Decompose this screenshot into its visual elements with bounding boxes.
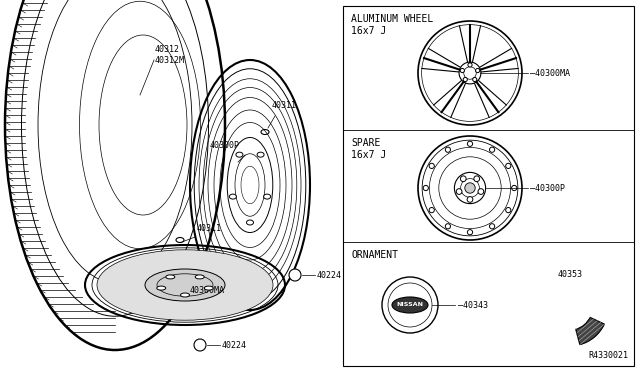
- Ellipse shape: [166, 275, 175, 279]
- Circle shape: [478, 189, 484, 195]
- Ellipse shape: [229, 194, 236, 199]
- Circle shape: [467, 196, 473, 202]
- Circle shape: [460, 68, 465, 73]
- Text: 16x7 J: 16x7 J: [351, 26, 387, 36]
- Circle shape: [429, 208, 435, 213]
- Circle shape: [476, 68, 480, 73]
- Text: —40300MA: —40300MA: [530, 68, 570, 77]
- Circle shape: [445, 224, 451, 229]
- Ellipse shape: [180, 293, 189, 297]
- Text: 40312M: 40312M: [155, 56, 185, 65]
- Bar: [343, 6, 634, 366]
- Circle shape: [506, 163, 511, 169]
- Circle shape: [429, 163, 435, 169]
- Circle shape: [490, 147, 495, 152]
- Circle shape: [194, 339, 206, 351]
- Text: —40300P: —40300P: [530, 183, 565, 192]
- Circle shape: [445, 147, 451, 152]
- Circle shape: [473, 77, 477, 81]
- Text: 40300P: 40300P: [210, 141, 240, 150]
- Ellipse shape: [246, 220, 253, 225]
- Circle shape: [490, 224, 495, 229]
- Text: NISSAN: NISSAN: [397, 302, 424, 308]
- Circle shape: [467, 141, 472, 147]
- Ellipse shape: [236, 152, 243, 157]
- Text: 40300MA: 40300MA: [190, 286, 225, 295]
- Circle shape: [463, 77, 467, 81]
- Circle shape: [511, 185, 517, 190]
- Ellipse shape: [204, 286, 213, 290]
- Ellipse shape: [257, 152, 264, 157]
- Circle shape: [467, 230, 472, 235]
- Ellipse shape: [97, 250, 273, 320]
- Ellipse shape: [264, 194, 271, 199]
- Circle shape: [423, 185, 428, 190]
- Wedge shape: [576, 317, 604, 345]
- Text: 40311: 40311: [197, 224, 222, 233]
- Circle shape: [506, 208, 511, 213]
- Text: 40224: 40224: [317, 270, 342, 279]
- Text: ORNAMENT: ORNAMENT: [351, 250, 398, 260]
- Text: 40224: 40224: [222, 340, 247, 350]
- Circle shape: [460, 176, 466, 182]
- Text: R4330021: R4330021: [588, 351, 628, 360]
- Text: 40353: 40353: [557, 270, 582, 279]
- Circle shape: [468, 63, 472, 67]
- Ellipse shape: [392, 297, 428, 313]
- Text: 16x7 J: 16x7 J: [351, 150, 387, 160]
- Text: 40311: 40311: [272, 101, 297, 110]
- Circle shape: [474, 176, 479, 182]
- Text: 40312: 40312: [155, 45, 180, 54]
- Circle shape: [465, 183, 475, 193]
- Text: —40343: —40343: [458, 301, 488, 310]
- Text: SPARE: SPARE: [351, 138, 380, 148]
- Ellipse shape: [195, 275, 204, 279]
- Text: ALUMINUM WHEEL: ALUMINUM WHEEL: [351, 14, 433, 24]
- Ellipse shape: [145, 269, 225, 301]
- Circle shape: [289, 269, 301, 281]
- Ellipse shape: [157, 286, 166, 290]
- Circle shape: [456, 189, 462, 195]
